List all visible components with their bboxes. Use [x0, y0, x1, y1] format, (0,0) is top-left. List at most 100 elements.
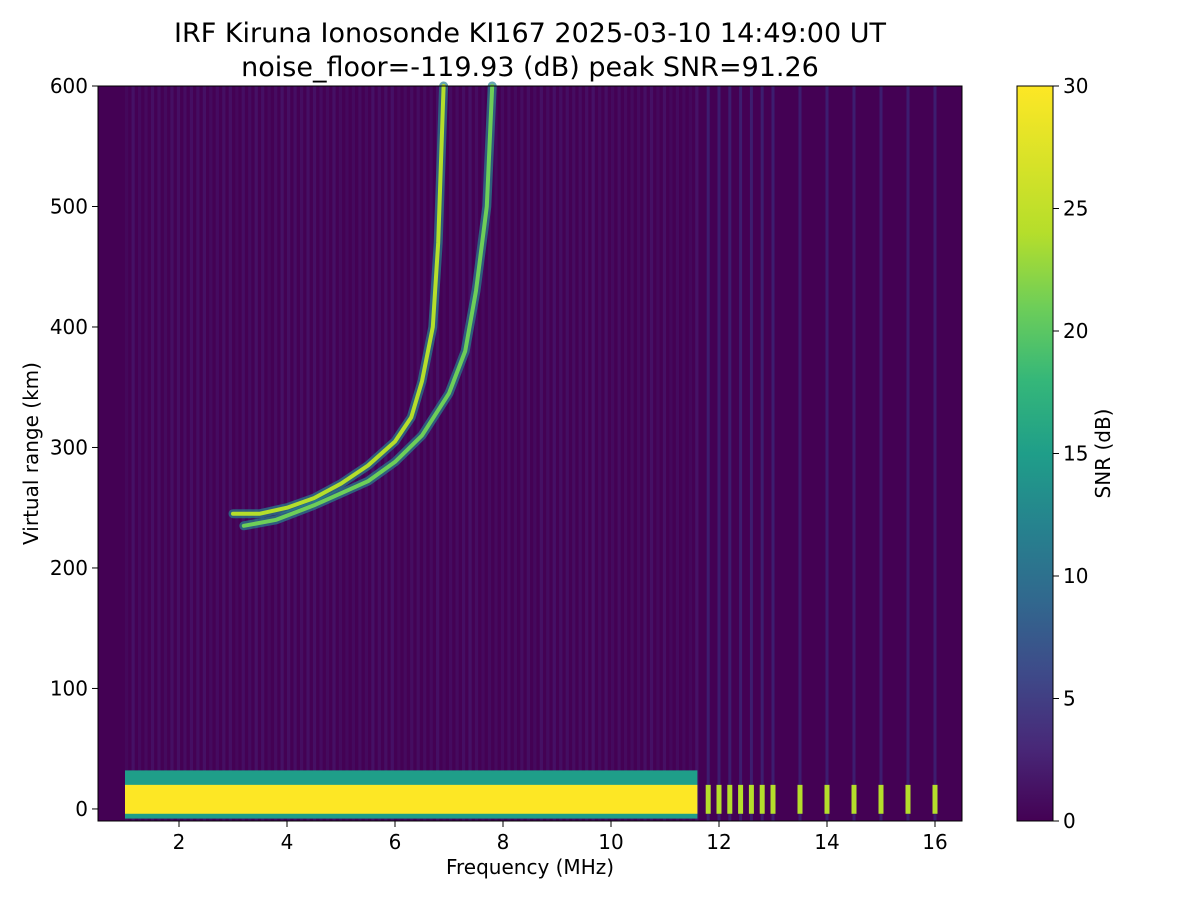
plot-frame [97, 85, 963, 822]
interference-dash [797, 784, 803, 814]
ionogram-heatmap [98, 86, 962, 821]
noise-column [500, 86, 505, 821]
noise-column [215, 86, 219, 821]
noise-column [682, 86, 686, 821]
noise-column [306, 86, 310, 821]
y-tick-label: 300 [50, 435, 88, 459]
noise-column [196, 86, 200, 821]
noise-column [131, 86, 135, 821]
noise-column [675, 86, 680, 821]
interference-line [852, 86, 856, 821]
noise-column [494, 86, 498, 821]
noise-column [176, 86, 181, 821]
interference-dash [705, 784, 711, 814]
noise-column [623, 86, 628, 821]
colorbar-tick-label: 0 [1063, 809, 1076, 833]
noise-column [611, 86, 615, 821]
noise-column [461, 86, 466, 821]
y-tick-label: 0 [75, 797, 88, 821]
y-tick-label: 500 [50, 194, 88, 218]
colorbar-axis: 0 5 10 15 20 25 30 [1053, 74, 1088, 833]
interference-line [771, 86, 775, 821]
interference-line [739, 86, 743, 821]
noise-column [144, 86, 148, 821]
x-tick-label: 4 [281, 830, 294, 854]
noise-column [345, 86, 349, 821]
y-axis-label: Virtual range (km) [19, 362, 43, 545]
interference-dash [878, 784, 884, 814]
x-tick-label: 2 [173, 830, 186, 854]
trace-line [241, 84, 495, 528]
colorbar-tick-label: 5 [1063, 687, 1076, 711]
x-tick-label: 6 [389, 830, 402, 854]
noise-column [338, 86, 343, 821]
y-tick-label: 200 [50, 556, 88, 580]
interference-dash [759, 784, 765, 814]
noise-column [552, 86, 556, 821]
noise-column [513, 86, 518, 821]
noise-column [507, 86, 511, 821]
noise-column [293, 86, 297, 821]
noise-column [241, 86, 245, 821]
x-tick-label: 14 [814, 830, 839, 854]
noise-column [578, 86, 582, 821]
noise-column [656, 86, 660, 821]
noise-column [526, 86, 530, 821]
interference-line [825, 86, 829, 821]
noise-column [643, 86, 647, 821]
noise-column [157, 86, 161, 821]
trace-line [231, 84, 446, 516]
interference-dash [738, 784, 744, 814]
noise-column [390, 86, 394, 821]
noise-column [267, 86, 271, 821]
noise-column [636, 86, 641, 821]
interference-dash [727, 784, 733, 814]
noise-column [539, 86, 543, 821]
noise-column [662, 86, 667, 821]
noise-column [364, 86, 368, 821]
noise-column [299, 86, 304, 821]
noise-column [436, 86, 440, 821]
noise-column [183, 86, 187, 821]
noise-column [468, 86, 472, 821]
colorbar-tick-label: 25 [1063, 197, 1088, 221]
ionogram-traces [125, 81, 938, 819]
interference-line [706, 86, 710, 821]
noise-column [520, 86, 524, 821]
x-tick-label: 8 [497, 830, 510, 854]
interference-dash [905, 784, 911, 814]
noise-column [280, 86, 284, 821]
noise-column [358, 86, 362, 821]
noise-column [585, 86, 589, 821]
interference-dash [748, 784, 754, 814]
noise-column [649, 86, 654, 821]
noise-column [125, 86, 129, 821]
y-axis: 0 100 200 300 400 500 600 [50, 74, 98, 821]
noise-column [248, 86, 252, 821]
noise-column [449, 86, 453, 821]
noise-column [487, 86, 492, 821]
noise-column [617, 86, 621, 821]
noise-column [287, 86, 291, 821]
noise-column [630, 86, 634, 821]
x-tick-label: 10 [598, 830, 623, 854]
interference-line [798, 86, 802, 821]
y-tick-label: 600 [50, 74, 88, 98]
noise-column [202, 86, 206, 821]
noise-column [559, 86, 563, 821]
interference-dash [770, 784, 776, 814]
colorbar-tick-label: 15 [1063, 442, 1088, 466]
noise-column [474, 86, 479, 821]
noise-column [254, 86, 258, 821]
chart-subtitle: noise_floor=-119.93 (dB) peak SNR=91.26 [241, 52, 819, 83]
noise-column [332, 86, 336, 821]
noise-column [351, 86, 356, 821]
near-range-band [125, 784, 698, 814]
noise-column [189, 86, 194, 821]
noise-column [209, 86, 213, 821]
noise-column [137, 86, 142, 821]
noise-column [319, 86, 323, 821]
noise-column [371, 86, 375, 821]
noise-column [429, 86, 433, 821]
